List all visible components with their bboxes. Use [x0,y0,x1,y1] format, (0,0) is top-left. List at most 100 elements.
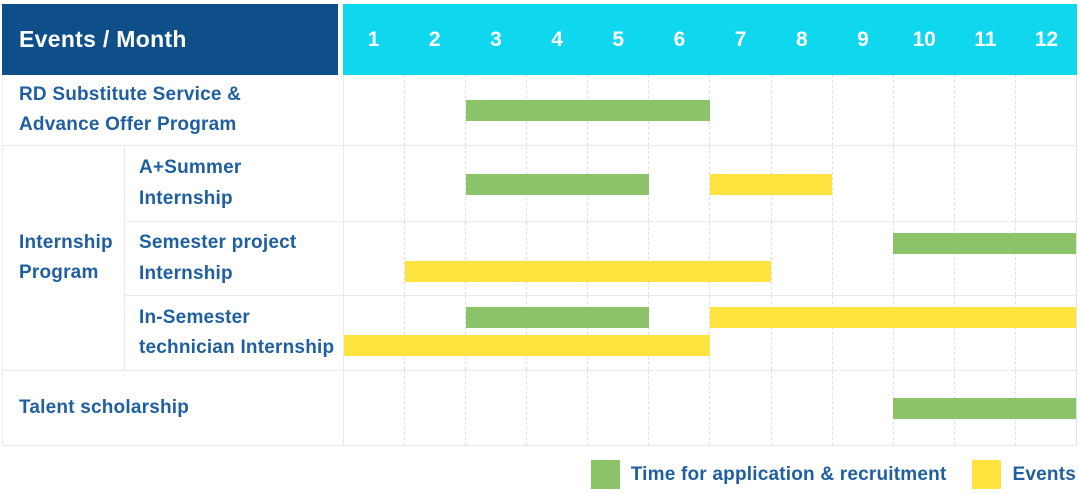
event-bar [405,261,771,282]
row-label-talent-scholarship: Talent scholarship [19,396,190,418]
month-header-strip: 1 2 3 4 5 6 7 8 9 10 11 12 [343,4,1077,75]
month-label: 12 [1034,27,1059,51]
month-grid-cell [772,222,833,295]
month-grid-cell [649,371,711,445]
month-grid-cell [833,75,894,145]
recruitment-bar [893,398,1076,419]
month-grid-cell [955,146,1016,221]
month-grid-cell [405,371,467,445]
month-grid-cell [527,296,589,370]
month-grid-cell [344,222,406,295]
row-label-semester-project: Semester project Internship [139,232,297,284]
row-chart-talent-scholarship [343,371,1076,445]
month-grid-cell [1016,75,1076,145]
month-grid-cell [833,371,894,445]
month-grid-cell [894,296,955,370]
month-grid-cell [405,146,467,221]
month-label: 10 [912,27,936,51]
event-bar [710,307,1076,328]
month-grid-cell [772,296,833,370]
legend-label-events: Events [1012,463,1076,485]
month-gridlines [344,75,1076,145]
event-bar [710,173,832,195]
row-rd-substitute: RD Substitute Service & Advance Offer Pr… [3,75,1076,146]
month-grid-cell [466,296,528,370]
legend-item-recruitment: Time for application & recruitment [590,460,947,489]
month-grid-cell [772,371,833,445]
month-grid-cell [588,222,650,295]
table-header: Events / Month 1 2 3 4 5 6 7 8 9 10 11 12 [2,4,1077,75]
row-label-rd-substitute: RD Substitute Service & Advance Offer Pr… [19,83,242,135]
recruitment-bar [893,233,1076,254]
row-chart-a-plus-summer [343,146,1076,221]
month-label: 3 [490,27,502,51]
month-label: 9 [857,27,869,51]
row-semester-project: Semester project Internship [125,222,1076,296]
month-grid-cell [710,371,772,445]
row-a-plus-summer: A+Summer Internship [125,146,1076,222]
events-color-swatch [972,460,1002,489]
month-grid-cell [588,296,650,370]
schedule-table: Events / Month 1 2 3 4 5 6 7 8 9 10 11 12 RD Substi… [2,4,1077,446]
month-grid-cell [772,146,833,221]
legend-label-recruitment: Time for application & recruitment [630,463,947,485]
month-grid-cell [833,222,894,295]
event-bar [344,335,710,356]
month-grid-cell [833,146,894,221]
month-grid-cell [344,146,406,221]
month-grid-cell [710,222,772,295]
internship-program-group: Internship Program A+Summer Internship S… [3,146,1076,371]
month-grid-cell [405,296,467,370]
row-chart-semester-project [343,222,1076,295]
table-body: RD Substitute Service & Advance Offer Pr… [2,75,1077,446]
month-gridlines [344,296,1076,370]
row-chart-in-semester-technician [343,296,1076,370]
month-grid-cell [955,75,1016,145]
group-label-internship-program: Internship Program [3,146,125,370]
month-grid-cell [527,371,589,445]
month-label: 11 [974,27,997,51]
month-label: 8 [795,27,808,51]
legend-item-events: Events [972,460,1076,489]
legend: Time for application & recruitment Event… [590,460,1076,489]
month-grid-cell [772,75,833,145]
month-grid-cell [955,296,1016,370]
month-grid-cell [649,146,711,221]
month-grid-cell [894,146,955,221]
month-label: 6 [673,27,686,51]
events-month-title: Events / Month [19,26,187,52]
row-label-in-semester-technician: In-Semester technician Internship [139,306,335,358]
month-grid-cell [588,371,650,445]
month-label: 2 [428,27,441,51]
recruitment-bar [466,307,649,328]
month-grid-cell [833,296,894,370]
month-label: 5 [612,27,625,51]
month-grid-cell [527,222,589,295]
row-label-a-plus-summer: A+Summer Internship [139,157,242,209]
month-gridlines [344,222,1076,295]
internship-program-subrows: A+Summer Internship Semester project Int… [125,146,1076,370]
month-grid-cell [466,222,528,295]
recruitment-color-swatch [590,460,620,489]
month-grid-cell [649,296,711,370]
month-grid-cell [405,75,467,145]
month-label: 4 [551,27,563,51]
row-chart-rd-substitute [343,75,1076,145]
recruitment-bar [466,100,710,121]
month-grid-cell [649,222,711,295]
month-grid-cell [344,75,406,145]
month-grid-cell [466,371,528,445]
month-label: 1 [367,27,380,51]
month-label: 7 [734,27,747,51]
month-grid-cell [405,222,467,295]
row-in-semester-technician: In-Semester technician Internship [125,296,1076,370]
month-grid-cell [894,222,955,295]
row-talent-scholarship: Talent scholarship [3,371,1076,445]
month-grid-cell [710,296,772,370]
month-grid-cell [1016,146,1076,221]
events-month-header-cell: Events / Month [2,4,338,75]
month-grid-cell [894,75,955,145]
header-divider-gap [338,4,343,75]
month-grid-cell [344,296,406,370]
